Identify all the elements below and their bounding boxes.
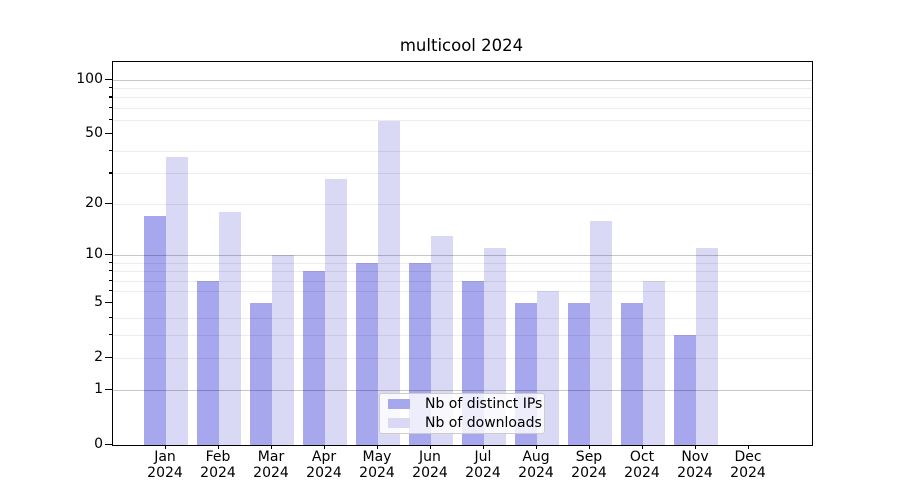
x-tick-label-sep: Sep 2024 — [571, 449, 607, 481]
gridline-minor — [113, 262, 812, 264]
x-tick-label-dec: Dec 2024 — [730, 449, 766, 481]
bar-mar-ips — [249, 303, 272, 445]
bar-feb-ips — [196, 280, 219, 445]
y-tick-label: 20 — [85, 195, 103, 212]
bar-jun-downloads — [431, 236, 454, 445]
y-tick-mark — [105, 78, 112, 81]
y-minor-tick-mark — [109, 172, 112, 174]
x-tick-label-may: May 2024 — [359, 449, 395, 481]
x-tick-mark — [218, 445, 220, 449]
bar-nov-downloads — [696, 248, 719, 445]
y-tick-mark — [105, 302, 112, 304]
gridline-minor — [113, 291, 812, 293]
gridline-minor — [113, 151, 812, 153]
gridline-minor — [113, 107, 812, 109]
gridline-major — [113, 255, 812, 257]
bar-nov-ips — [673, 335, 696, 445]
y-minor-tick-mark — [109, 316, 112, 318]
y-minor-tick-mark — [109, 279, 112, 281]
bar-jan-ips — [143, 216, 166, 445]
x-tick-label-jan: Jan 2024 — [147, 449, 183, 481]
y-minor-tick-mark — [109, 261, 112, 264]
x-tick-mark — [324, 445, 326, 449]
x-tick-label-apr: Apr 2024 — [306, 449, 342, 481]
y-tick-mark — [105, 133, 112, 135]
gridline-minor — [113, 204, 812, 206]
bar-oct-downloads — [643, 280, 666, 445]
x-tick-mark — [642, 445, 644, 449]
legend: Nb of distinct IPs Nb of downloads — [379, 393, 545, 434]
legend-label-downloads: Nb of downloads — [425, 415, 542, 431]
x-tick-mark — [430, 445, 432, 449]
gridline-major — [113, 79, 812, 81]
y-tick-mark — [105, 389, 112, 391]
y-tick-mark — [105, 203, 112, 205]
y-minor-tick-mark — [109, 334, 112, 336]
y-minor-tick-mark — [109, 106, 112, 108]
y-tick-label: 100 — [76, 70, 103, 87]
legend-row-downloads: Nb of downloads — [380, 415, 544, 432]
x-tick-label-jul: Jul 2024 — [465, 449, 501, 481]
x-tick-label-oct: Oct 2024 — [624, 449, 660, 481]
x-tick-label-mar: Mar 2024 — [253, 449, 289, 481]
y-tick-mark — [105, 254, 112, 256]
bar-feb-downloads — [219, 212, 242, 445]
legend-swatch-distinct-ips — [388, 399, 410, 409]
gridline-minor — [113, 335, 812, 337]
gridline-minor — [113, 88, 812, 90]
x-tick-mark — [377, 445, 379, 449]
legend-swatch-downloads — [388, 418, 410, 428]
x-tick-label-jun: Jun 2024 — [412, 449, 448, 481]
y-minor-tick-mark — [109, 270, 112, 272]
x-tick-mark — [165, 445, 167, 449]
gridline-minor — [113, 119, 812, 121]
bar-apr-downloads — [325, 178, 348, 445]
y-tick-mark — [105, 444, 112, 446]
y-minor-tick-mark — [109, 96, 112, 98]
bar-apr-ips — [302, 271, 325, 445]
plot-area — [112, 61, 813, 446]
bar-mar-downloads — [272, 255, 295, 445]
gridline-minor — [113, 358, 812, 360]
x-tick-mark — [483, 445, 485, 449]
chart-title: multicool 2024 — [399, 36, 524, 55]
y-minor-tick-mark — [109, 290, 112, 292]
gridline-minor — [113, 280, 812, 282]
x-tick-mark — [589, 445, 591, 449]
legend-row-distinct-ips: Nb of distinct IPs — [380, 396, 544, 413]
bar-oct-ips — [620, 303, 643, 445]
bar-may-downloads — [378, 121, 401, 445]
y-minor-tick-mark — [109, 118, 112, 120]
x-tick-label-feb: Feb 2024 — [200, 449, 236, 481]
bar-may-ips — [355, 262, 378, 445]
y-tick-label: 5 — [94, 294, 103, 311]
gridline-major — [113, 390, 812, 392]
y-tick-label: 2 — [94, 349, 103, 366]
y-tick-label: 1 — [94, 381, 103, 398]
gridline-minor — [113, 173, 812, 175]
x-tick-label-aug: Aug 2024 — [518, 449, 554, 481]
gridline-minor — [113, 271, 812, 273]
y-tick-mark — [105, 357, 112, 359]
x-tick-mark — [271, 445, 273, 449]
legend-label-distinct-ips: Nb of distinct IPs — [425, 396, 543, 412]
bar-sep-downloads — [590, 220, 613, 445]
y-tick-label: 10 — [85, 246, 103, 263]
bar-jan-downloads — [166, 157, 189, 445]
y-minor-tick-mark — [109, 87, 112, 89]
y-tick-label: 0 — [94, 436, 103, 452]
y-minor-tick-mark — [109, 150, 112, 152]
x-tick-mark — [536, 445, 538, 449]
x-tick-label-nov: Nov 2024 — [677, 449, 713, 481]
gridline-minor — [113, 97, 812, 99]
x-tick-mark — [695, 445, 697, 449]
gridline-minor — [113, 317, 812, 319]
bar-sep-ips — [567, 303, 590, 445]
x-tick-mark — [748, 445, 750, 449]
y-tick-label: 50 — [85, 125, 103, 141]
